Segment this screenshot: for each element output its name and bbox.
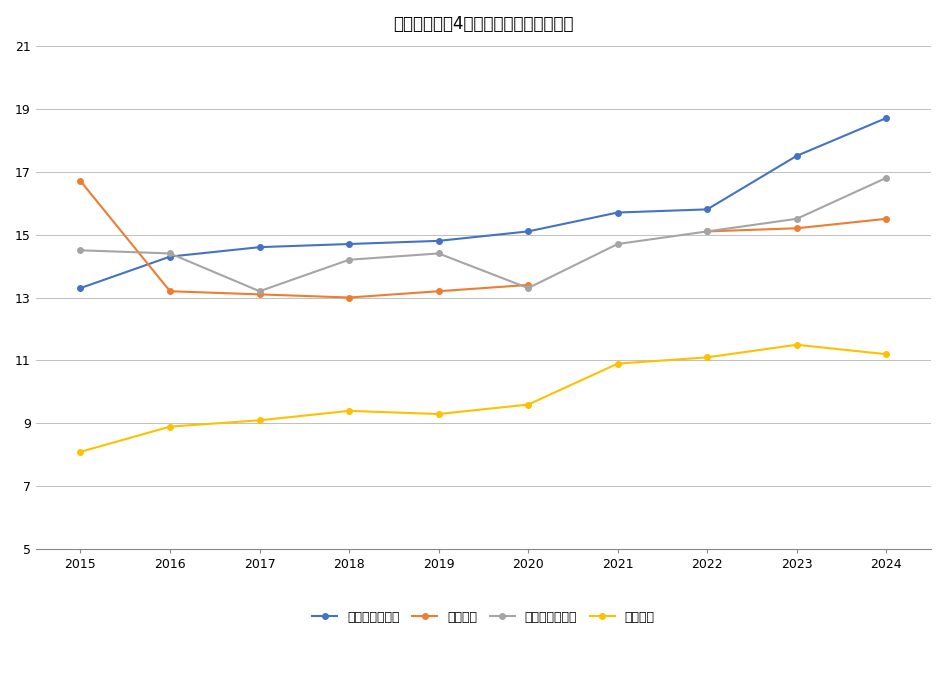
新潟交通 [433,287,445,295]
神奈川中央交通 [165,250,176,258]
北海道中央バス [881,114,892,122]
北海道中央バス [254,243,265,251]
神姫バス [433,410,445,418]
神奈川中央交通 [791,215,802,223]
神姫バス [522,401,534,409]
Legend: 北海道中央バス, 新潟交通, 神奈川中央交通, 神姫バス: 北海道中央バス, 新潟交通, 神奈川中央交通, 神姫バス [307,606,659,629]
神奈川中央交通 [702,227,713,235]
新潟交通 [75,177,86,185]
新潟交通 [254,290,265,299]
北海道中央バス [522,227,534,235]
神奈川中央交通 [612,240,623,248]
神奈川中央交通 [522,284,534,292]
北海道中央バス [165,252,176,260]
Line: 神奈川中央交通: 神奈川中央交通 [78,175,889,294]
Line: 神姫バス: 神姫バス [78,342,889,454]
神姫バス [791,341,802,349]
北海道中央バス [433,237,445,245]
新潟交通 [522,281,534,289]
北海道中央バス [791,152,802,160]
新潟交通 [343,294,355,302]
神姫バス [165,422,176,430]
神奈川中央交通 [433,250,445,258]
神奈川中央交通 [75,246,86,254]
神奈川中央交通 [343,256,355,264]
北海道中央バス [702,205,713,214]
Title: 路線バス上場4社の平均勤続年数（年）: 路線バス上場4社の平均勤続年数（年） [394,15,573,33]
神姫バス [702,354,713,362]
神姫バス [343,407,355,415]
北海道中央バス [75,284,86,292]
神姫バス [254,416,265,424]
北海道中央バス [612,209,623,217]
神姫バス [75,447,86,456]
神姫バス [612,360,623,368]
神姫バス [881,350,892,358]
北海道中央バス [343,240,355,248]
Line: 北海道中央バス: 北海道中央バス [78,116,889,291]
神奈川中央交通 [881,174,892,182]
Line: 新潟交通: 新潟交通 [78,178,531,301]
新潟交通 [165,287,176,295]
神奈川中央交通 [254,287,265,295]
